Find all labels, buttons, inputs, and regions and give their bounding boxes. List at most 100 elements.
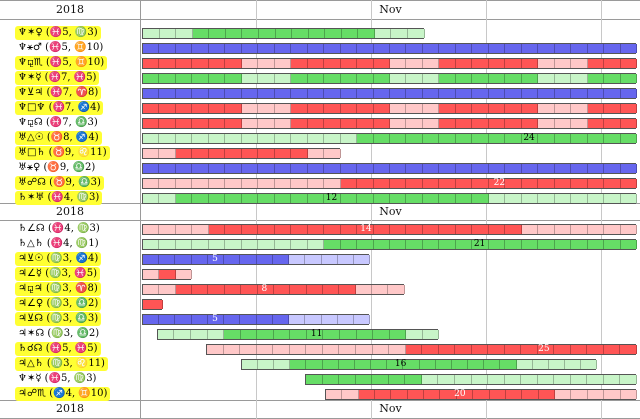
bar-day-cell <box>440 390 457 399</box>
aspect-row[interactable]: ♆⊻♃ (♓7, ♈8) <box>0 86 140 101</box>
transit-bar[interactable]: 11 <box>156 329 440 340</box>
bar-day-cell <box>241 149 259 158</box>
bar-day-cell <box>390 119 407 128</box>
transit-bar[interactable]: 5 <box>142 314 371 325</box>
aspect-row[interactable]: ♆⚼♏ (♓5, ♊10) <box>0 56 140 71</box>
bar-day-cell <box>324 104 341 113</box>
bar-day-cell <box>422 119 440 128</box>
bar-day-cell <box>192 149 209 158</box>
aspect-label: ♃△♄ (♍3, ♌11) <box>15 357 108 371</box>
transit-bar[interactable]: 14 <box>142 224 637 235</box>
bar-day-cell <box>225 134 242 143</box>
aspect-row[interactable]: ♆✶☿ (♓7, ♓5) <box>0 71 140 86</box>
peak-day-label: 22 <box>493 178 506 188</box>
bar-day-cell <box>208 134 226 143</box>
aspect-row[interactable]: ♅□♄ (♉9, ♌11) <box>0 146 140 161</box>
transit-bar[interactable] <box>142 73 637 84</box>
bar-day-cell <box>192 59 209 68</box>
aspect-row[interactable]: ♃⚼♃ (♍3, ♈8) <box>0 282 140 297</box>
transit-bar[interactable] <box>142 163 637 174</box>
aspect-row[interactable]: ♄☌☊ (♓5, ♓5) <box>0 342 140 357</box>
year-header: 2018 <box>56 3 84 16</box>
bar-day-cell <box>571 104 588 113</box>
bar-day-cell <box>620 119 637 128</box>
aspect-positions: (♍3, ♎2) <box>47 328 100 339</box>
transit-bar[interactable]: 24 <box>142 133 637 144</box>
transit-bar[interactable] <box>142 299 163 310</box>
aspect-row[interactable]: ♆✶☿ (♓5, ♍3) <box>0 372 140 387</box>
bar-day-cell <box>225 179 242 188</box>
bar-day-cell <box>521 89 539 98</box>
aspect-row[interactable]: ♃∠♀ (♍3, ♎2) <box>0 297 140 312</box>
bar-day-cell <box>388 285 405 294</box>
bar-day-cell <box>159 59 176 68</box>
bar-day-cell <box>272 315 290 324</box>
bar-day-cell <box>242 29 259 38</box>
aspect-row[interactable]: ♆□♆ (♓7, ♐4) <box>0 101 140 116</box>
bar-day-cell <box>408 29 425 38</box>
bar-day-cell <box>291 134 308 143</box>
transit-bar[interactable] <box>142 28 425 39</box>
bar-day-cell <box>488 104 506 113</box>
transit-bar[interactable]: 8 <box>142 284 405 295</box>
bar-day-cell <box>488 164 506 173</box>
bar-day-cell <box>604 194 621 203</box>
bar-day-cell <box>208 179 226 188</box>
bar-day-cell <box>488 59 506 68</box>
aspect-row[interactable]: ♄△♄ (♓4, ♍1) <box>0 237 140 252</box>
bar-day-cell <box>159 194 176 203</box>
aspect-row[interactable]: ♄✶♅ (♓4, ♍3) <box>0 191 140 206</box>
transit-bar[interactable]: 16 <box>240 359 598 370</box>
aspect-row[interactable]: ♆⚼☊ (♓7, ♎3) <box>0 116 140 131</box>
transit-bar[interactable] <box>142 118 637 129</box>
aspect-row[interactable]: ♃✶☊ (♍3, ♎2) <box>0 327 140 342</box>
bar-day-cell <box>538 74 555 83</box>
bar-day-cell <box>324 89 341 98</box>
transit-bar[interactable] <box>142 269 193 280</box>
bar-day-cell <box>521 225 539 234</box>
bar-day-cell <box>324 59 341 68</box>
transit-bar[interactable] <box>142 103 637 114</box>
bar-day-cell <box>191 255 208 264</box>
aspect-row[interactable]: ♅⚹♀ (♉9, ♎2) <box>0 161 140 176</box>
transit-bar[interactable] <box>142 43 637 54</box>
transit-bar[interactable] <box>142 148 341 159</box>
bar-day-cell <box>258 89 275 98</box>
bar-day-cell <box>357 89 374 98</box>
bar-day-cell <box>307 225 325 234</box>
aspect-row[interactable]: ♄∠☊ (♓4, ♍3) <box>0 222 140 237</box>
bar-day-cell <box>587 164 605 173</box>
bar-day-cell <box>241 134 259 143</box>
transit-bar[interactable] <box>142 58 637 69</box>
aspect-row[interactable]: ♃∠☿ (♍3, ♓5) <box>0 267 140 282</box>
transit-bar[interactable]: 22 <box>142 178 637 189</box>
transit-bar[interactable]: 5 <box>142 254 371 265</box>
transit-bar[interactable]: 20 <box>324 389 637 400</box>
bar-day-cell <box>258 119 275 128</box>
transit-bar[interactable]: 12 <box>142 193 637 204</box>
bar-day-cell <box>455 104 473 113</box>
bar-day-cell <box>241 164 259 173</box>
aspect-row[interactable]: ♆⚹♂ (♓5, ♊10) <box>0 41 140 56</box>
aspect-positions: (♍3, ♓5) <box>45 268 98 279</box>
aspect-row[interactable]: ♃☍♏ (♐4, ♊10) <box>0 387 140 402</box>
aspect-row[interactable]: ♅△☉ (♉8, ♐4) <box>0 131 140 146</box>
peak-day-label: 5 <box>212 314 218 324</box>
bar-day-cell <box>571 164 588 173</box>
aspect-row[interactable]: ♃△♄ (♍3, ♌11) <box>0 357 140 372</box>
transit-bar[interactable]: 21 <box>142 239 637 250</box>
bar-day-cell <box>571 59 588 68</box>
peak-day-label: 5 <box>212 254 218 264</box>
bar-day-cell <box>391 390 408 399</box>
bar-day-cell <box>291 194 308 203</box>
transit-bar[interactable]: 25 <box>206 344 637 355</box>
transit-bar[interactable] <box>305 374 637 385</box>
bar-day-cell <box>225 59 242 68</box>
month-header: Nov <box>379 205 402 218</box>
aspect-row[interactable]: ♃⊻☉ (♍3, ♐4) <box>0 252 140 267</box>
transit-bar[interactable] <box>142 88 637 99</box>
aspect-row[interactable]: ♃⊻☊ (♍3, ♎3) <box>0 312 140 327</box>
aspect-row[interactable]: ♆✶♀ (♓5, ♍3) <box>0 26 140 41</box>
aspect-row[interactable]: ♅☍☊ (♉9, ♎3) <box>0 176 140 191</box>
bar-day-cell <box>373 330 390 339</box>
